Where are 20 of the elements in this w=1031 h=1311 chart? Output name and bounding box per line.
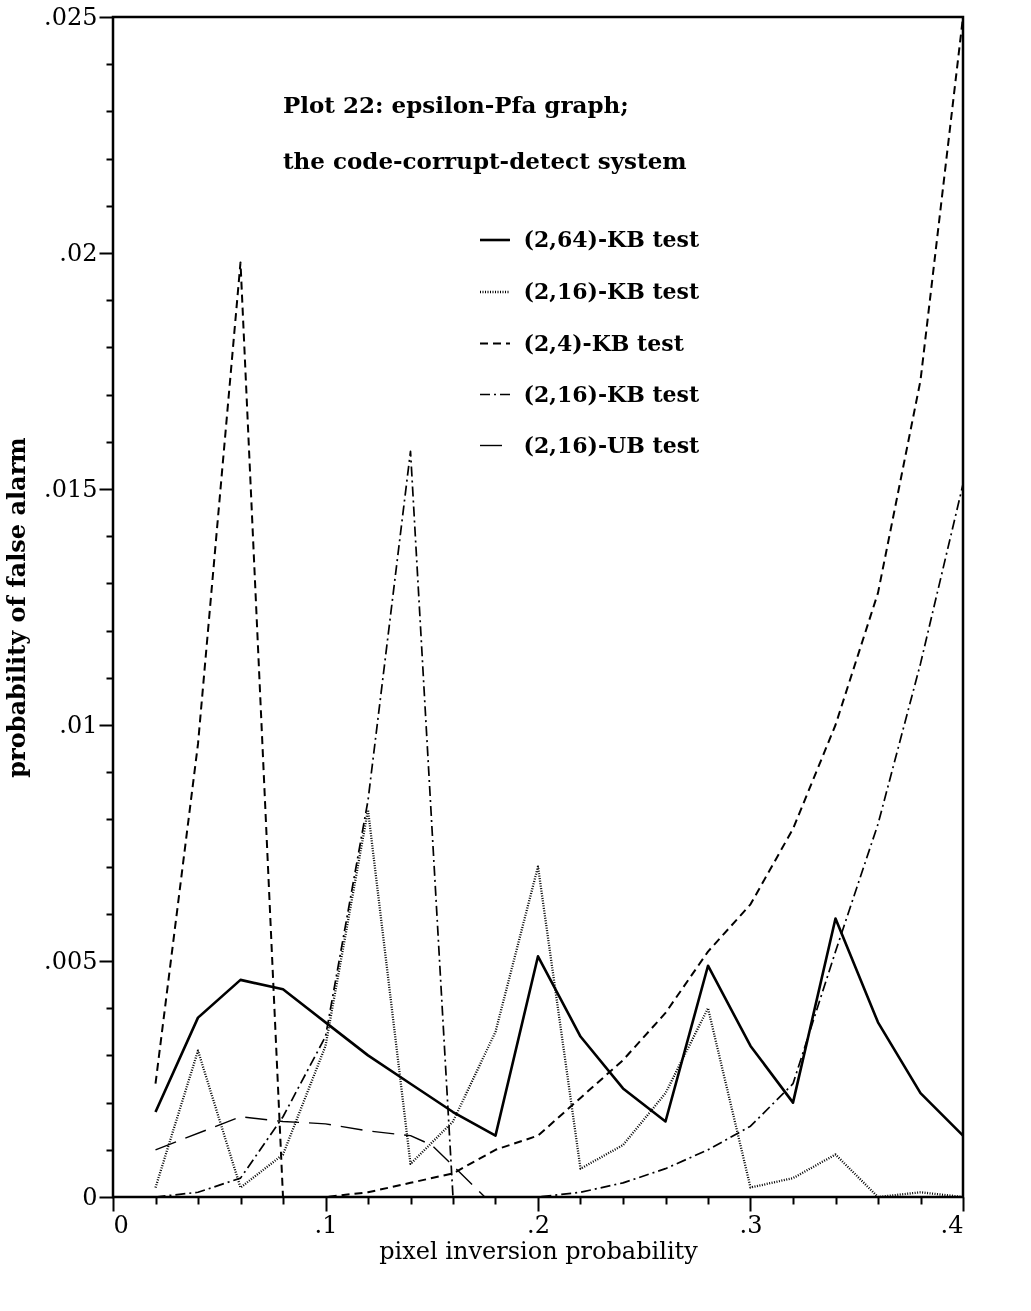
legend-label: (2,16)-UB test	[523, 431, 701, 458]
y-tick-label: .015	[44, 474, 98, 503]
x-axis-title: pixel inversion probability	[379, 1236, 699, 1265]
text: the code-corrupt-detect system	[283, 146, 687, 174]
x-tick-label: 0	[113, 1210, 129, 1239]
y-tick-label: .02	[59, 238, 98, 267]
text: Plot 22: epsilon-Pfa graph;	[283, 90, 629, 118]
legend-label: (2,16)-KB test	[523, 380, 700, 407]
legend-label: (2,4)-KB test	[523, 329, 685, 356]
legend-label: (2,64)-KB test	[523, 226, 700, 252]
x-tick-label: .4	[940, 1210, 964, 1239]
x-tick-label: .1	[314, 1210, 338, 1239]
x-tick-label: .2	[527, 1210, 550, 1239]
y-axis-title: probability of false alarm	[2, 437, 32, 778]
legend-label: (2,16)-KB test	[523, 278, 700, 304]
y-tick-label: .005	[44, 946, 98, 975]
y-tick-label: .025	[44, 2, 98, 31]
x-tick-label: .3	[739, 1210, 763, 1239]
y-tick-label: .01	[59, 710, 98, 739]
y-tick-label: 0	[82, 1182, 98, 1211]
